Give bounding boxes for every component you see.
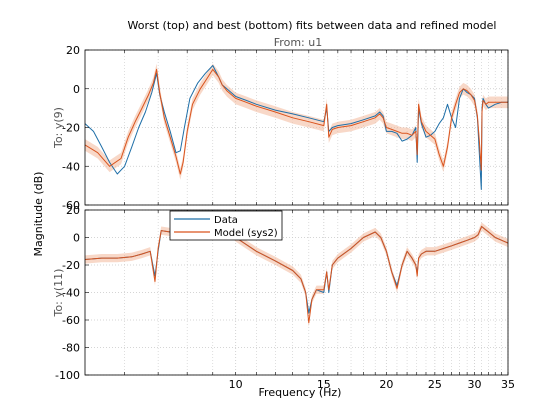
x-tick-label: 15: [317, 378, 331, 391]
bottom-panel: 20 0 -20 -40 -60 -80 -100 To: y(11) 10 15 20 25 30 35: [52, 204, 515, 391]
y-tick-label: 0: [73, 83, 80, 96]
y-tick-label: -20: [62, 122, 80, 135]
y-tick-label: -60: [62, 199, 80, 212]
legend-box: [169, 210, 283, 241]
y-tick-label: -80: [62, 342, 80, 355]
plot-area: [85, 210, 508, 375]
y-tick-label: -40: [62, 287, 80, 300]
x-tick-label: 10: [229, 378, 243, 391]
panel-output-label: To: y(11): [52, 269, 65, 318]
legend-entry: Data: [214, 215, 238, 226]
panel-output-label: To: y(9): [52, 107, 65, 149]
chart-subtitle: From: u1: [274, 36, 322, 49]
top-panel: 20 0 -20 -40 -60 To: y(9): [52, 44, 509, 212]
x-axis-label: Frequency (Hz): [259, 386, 342, 399]
y-tick-label: 0: [73, 232, 80, 245]
y-axis-label: Magnitude (dB): [32, 172, 45, 257]
model-confidence-band: [85, 219, 508, 327]
y-tick-label: -40: [62, 160, 80, 173]
x-tick-label: 20: [379, 378, 393, 391]
y-tick-label: -100: [55, 369, 80, 382]
x-tick-label: 25: [428, 378, 442, 391]
y-tick-label: 20: [66, 44, 80, 57]
y-tick-label: -60: [62, 314, 80, 327]
y-tick-label: -20: [62, 259, 80, 272]
model-series-line: [85, 68, 508, 175]
model-confidence-band: [85, 63, 508, 180]
data-series-line: [85, 65, 508, 190]
series-lines: [85, 65, 508, 190]
legend: Data Model (sys2): [169, 210, 283, 241]
y-tick-label: 20: [66, 204, 80, 217]
chart-title: Worst (top) and best (bottom) fits betwe…: [128, 19, 497, 32]
x-tick-label: 35: [501, 378, 515, 391]
x-tick-label: 30: [467, 378, 481, 391]
legend-entry: Model (sys2): [214, 228, 278, 239]
